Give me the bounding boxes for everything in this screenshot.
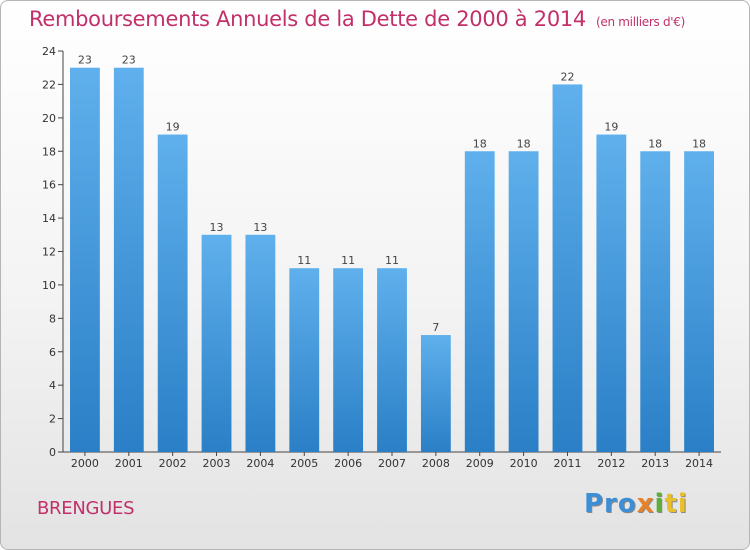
- y-tick-label: 0: [49, 446, 56, 459]
- bar: [464, 151, 495, 452]
- bar-value-label: 19: [166, 121, 180, 134]
- x-tick-label: 2013: [641, 457, 669, 470]
- x-tick-label: 2012: [597, 457, 625, 470]
- y-tick-label: 16: [42, 179, 56, 192]
- bar-value-label: 11: [341, 254, 355, 267]
- bar: [552, 84, 583, 453]
- x-tick-label: 2005: [290, 457, 318, 470]
- x-tick-label: 2002: [159, 457, 187, 470]
- bar-value-label: 23: [122, 54, 136, 67]
- bar: [201, 234, 232, 452]
- bar: [640, 151, 671, 452]
- x-tick-label: 2009: [466, 457, 494, 470]
- bar-value-label: 18: [517, 137, 531, 150]
- x-tick-label: 2000: [71, 457, 99, 470]
- bar-value-label: 19: [604, 121, 618, 134]
- bar: [508, 151, 539, 452]
- y-tick-label: 6: [49, 346, 56, 359]
- bar: [684, 151, 714, 452]
- chart-title: Remboursements Annuels de la Dette de 20…: [29, 7, 685, 31]
- bar-value-label: 13: [253, 221, 267, 234]
- y-tick-label: 20: [42, 112, 56, 125]
- bar: [157, 134, 188, 452]
- bar-value-label: 11: [297, 254, 311, 267]
- y-tick-label: 18: [42, 145, 56, 158]
- y-tick-label: 22: [42, 78, 56, 91]
- y-tick-label: 2: [49, 413, 56, 426]
- logo-part-1: Pro: [584, 489, 637, 519]
- bar: [70, 67, 100, 452]
- bar-value-label: 18: [648, 137, 662, 150]
- x-tick-label: 2003: [203, 457, 231, 470]
- y-tick-label: 4: [49, 379, 56, 392]
- x-tick-label: 2001: [115, 457, 143, 470]
- y-tick-label: 12: [42, 246, 56, 259]
- bar-value-label: 7: [432, 321, 439, 334]
- bar-value-label: 11: [385, 254, 399, 267]
- bar-value-label: 13: [210, 221, 224, 234]
- y-tick-label: 10: [42, 279, 56, 292]
- chart-title-text: Remboursements Annuels de la Dette de 20…: [29, 7, 586, 31]
- logo-part-4: ti: [664, 489, 688, 519]
- x-tick-label: 2007: [378, 457, 406, 470]
- chart-title-unit: (en milliers d'€): [596, 15, 686, 29]
- x-tick-label: 2006: [334, 457, 362, 470]
- commune-name: BRENGUES: [37, 498, 135, 519]
- bar: [245, 234, 276, 452]
- y-tick-label: 14: [42, 212, 56, 225]
- x-tick-label: 2008: [422, 457, 450, 470]
- bar: [596, 134, 627, 452]
- bar-value-label: 18: [473, 137, 487, 150]
- proxiti-logo[interactable]: Proxiti: [584, 489, 688, 519]
- x-tick-label: 2011: [553, 457, 581, 470]
- bar: [113, 67, 144, 452]
- x-tick-label: 2004: [246, 457, 274, 470]
- bar-value-label: 23: [78, 54, 92, 67]
- bar: [289, 268, 320, 452]
- bar: [333, 268, 364, 452]
- bar-value-label: 22: [560, 70, 574, 83]
- bar: [420, 335, 451, 452]
- logo-part-3: i: [654, 489, 665, 519]
- y-tick-label: 24: [42, 45, 56, 58]
- x-tick-label: 2014: [685, 457, 713, 470]
- bar-value-label: 18: [692, 137, 706, 150]
- logo-part-2: x: [636, 489, 655, 519]
- bar: [377, 268, 407, 452]
- x-tick-label: 2010: [510, 457, 538, 470]
- y-tick-label: 8: [49, 312, 56, 325]
